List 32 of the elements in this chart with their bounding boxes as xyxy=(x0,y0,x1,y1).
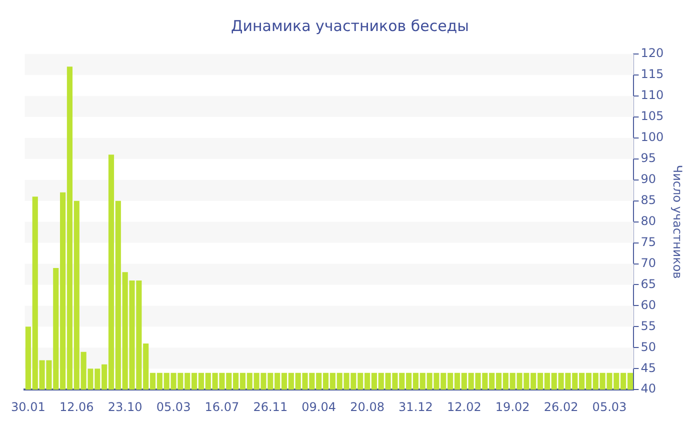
y-tick-label: 95 xyxy=(640,151,656,165)
y-tick-label: 90 xyxy=(640,172,656,186)
y-tick-label: 55 xyxy=(640,318,656,333)
x-tick-label: 26.02 xyxy=(544,400,578,414)
x-tick-label: 05.03 xyxy=(156,400,191,414)
y-tick-label: 110 xyxy=(640,88,664,102)
x-tick-label: 16.07 xyxy=(204,400,240,414)
y-axis-title: Число участников xyxy=(670,164,685,279)
x-tick-label: 12.06 xyxy=(59,400,94,414)
y-tick-label: 70 xyxy=(640,256,656,270)
y-tick-label: 45 xyxy=(640,360,656,375)
x-tick-label: 19.02 xyxy=(495,400,530,414)
y-tick-label: 60 xyxy=(640,298,656,312)
y-tick-label: 85 xyxy=(640,192,656,207)
y-tick-label: 120 xyxy=(640,46,664,60)
x-tick-label: 23.10 xyxy=(108,400,142,414)
x-tick-label: 09.04 xyxy=(302,400,336,414)
x-tick-label: 26.11 xyxy=(253,400,288,414)
x-tick-label: 05.03 xyxy=(592,400,627,414)
y-tick-label: 65 xyxy=(640,276,656,291)
x-tick-label: 31.12 xyxy=(398,400,433,414)
y-tick-label: 100 xyxy=(640,130,664,144)
x-tick-label: 30.01 xyxy=(11,400,46,414)
y-tick-label: 50 xyxy=(640,340,656,354)
y-tick-label: 40 xyxy=(640,382,656,396)
y-tick-label: 115 xyxy=(640,67,664,82)
y-tick-label: 75 xyxy=(640,234,656,249)
y-tick-label: 105 xyxy=(640,109,664,124)
chart-title: Динамика участников беседы xyxy=(230,16,470,35)
x-tick-label: 12.02 xyxy=(446,400,482,414)
y-tick-label: 80 xyxy=(640,214,656,228)
x-tick-label: 20.08 xyxy=(350,400,384,414)
